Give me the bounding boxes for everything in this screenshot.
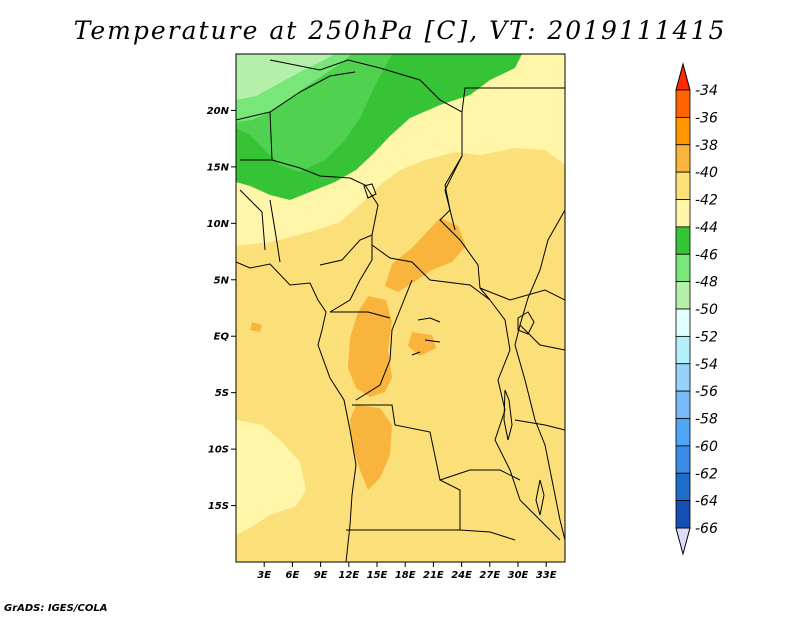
coastline-west — [236, 261, 357, 562]
colorbar-label: -38 — [695, 138, 718, 154]
lat-tick-label: 10N — [207, 219, 230, 230]
border-westafrica-b — [269, 199, 281, 263]
lake-victoria — [517, 311, 535, 335]
colorbar-label: -56 — [695, 384, 718, 400]
border-cameroon-congo — [330, 311, 391, 319]
border-congo-drc — [355, 279, 413, 401]
lat-tick-label: EQ — [214, 332, 230, 343]
lake-chad — [363, 183, 377, 199]
lake-tanganyika — [503, 389, 513, 441]
map-frame — [235, 53, 566, 563]
border-tanzania — [514, 419, 565, 431]
field-patch-38-small-a — [250, 322, 262, 332]
longitude-axis: 3E 6E 9E 12E 15E 18E 21E 24E 27E 30E 33E — [257, 562, 557, 581]
colorbar-label: -60 — [695, 439, 718, 455]
colorbar-swatch — [675, 500, 691, 529]
border-drc-angola — [352, 404, 461, 530]
coastline-east — [514, 209, 565, 541]
colorbar: -34 -36 -38 -40 -42 -44 -46 -48 -50 -52 -54 -56 -58 -… — [675, 62, 718, 556]
colorbar-top-arrow — [675, 62, 691, 91]
border-sahel-north — [269, 59, 463, 231]
colorbar-swatch — [675, 363, 691, 392]
colorbar-label: -34 — [695, 83, 718, 99]
lat-tick-label: 15N — [207, 162, 230, 173]
lat-tick-label: 5S — [215, 388, 229, 399]
colorbar-swatch — [675, 390, 691, 419]
border-zambia-south — [439, 469, 521, 481]
lon-tick-label: 9E — [314, 570, 328, 581]
lat-tick-label: 20N — [207, 106, 230, 117]
colorbar-label: -42 — [695, 193, 718, 209]
colorbar-swatch — [675, 89, 691, 118]
lon-tick-label: 15E — [367, 570, 388, 581]
lon-tick-label: 24E — [451, 570, 472, 581]
border-kenya-uganda — [519, 324, 565, 351]
colorbar-swatch — [675, 226, 691, 255]
field-patch-38-north — [385, 218, 466, 292]
colorbar-label: -50 — [695, 302, 718, 318]
border-algeria-niger — [236, 71, 356, 121]
colorbar-label: -48 — [695, 275, 718, 291]
colorbar-label: -58 — [695, 412, 718, 428]
colorbar-swatch — [675, 116, 691, 146]
country-borders — [236, 59, 565, 562]
colorbar-swatch — [675, 418, 691, 447]
colorbar-label: -46 — [695, 247, 718, 263]
colorbar-swatch — [675, 253, 691, 283]
lon-tick-label: 18E — [395, 570, 416, 581]
map-title: Temperature at 250hPa [C], VT: 201911141… — [73, 16, 727, 45]
border-nigeria-cameroon — [319, 234, 373, 313]
lon-tick-label: 30E — [508, 570, 529, 581]
field-patch-38-small-b — [408, 332, 436, 356]
border-angola-zambia — [346, 529, 516, 541]
colorbar-swatch — [675, 335, 691, 365]
field-patch-38-south — [350, 405, 392, 490]
field-band-42-southwest — [236, 420, 306, 535]
colorbar-swatch — [675, 445, 691, 474]
lon-tick-label: 21E — [423, 570, 444, 581]
colorbar-label: -52 — [695, 329, 718, 345]
lon-tick-label: 27E — [479, 570, 500, 581]
lon-tick-label: 6E — [286, 570, 300, 581]
field-band-50 — [236, 54, 335, 100]
colorbar-bottom-arrow — [675, 527, 691, 556]
lat-tick-label: 10S — [208, 445, 229, 456]
lake-malawi — [535, 479, 545, 516]
colorbar-swatch — [675, 199, 691, 228]
border-niger-south — [271, 159, 379, 236]
colorbar-label: -62 — [695, 466, 718, 482]
border-westafrica-a — [239, 189, 266, 251]
border-sudan-south — [479, 287, 565, 301]
border-mozambique — [519, 499, 561, 541]
colorbar-swatch — [675, 308, 691, 337]
inland-water-congo — [411, 317, 441, 356]
latitude-axis: 20N 15N 10N 5N EQ 5S 10S 15S — [207, 106, 236, 512]
lon-tick-label: 33E — [536, 570, 557, 581]
colorbar-label: -36 — [695, 110, 718, 126]
colorbar-label: -44 — [695, 220, 718, 236]
credit-text: GrADS: IGES/COLA — [4, 603, 108, 614]
lat-tick-label: 5N — [214, 275, 230, 286]
lon-tick-label: 12E — [338, 570, 359, 581]
colorbar-swatch — [675, 171, 691, 200]
field-patch-38-central — [348, 296, 392, 397]
colorbar-swatch — [675, 281, 691, 310]
colorbar-label: -40 — [695, 165, 718, 181]
border-drc-east — [489, 299, 521, 501]
colorbar-label: -64 — [695, 494, 718, 510]
colorbar-label: -54 — [695, 357, 718, 373]
border-chad-sudan — [439, 155, 481, 289]
colorbar-swatch — [675, 472, 691, 502]
colorbar-label: -66 — [695, 521, 718, 537]
border-libya-chad — [461, 87, 565, 113]
colorbar-swatch — [675, 144, 691, 173]
lat-tick-label: 15S — [208, 501, 229, 512]
lon-tick-label: 3E — [257, 570, 271, 581]
